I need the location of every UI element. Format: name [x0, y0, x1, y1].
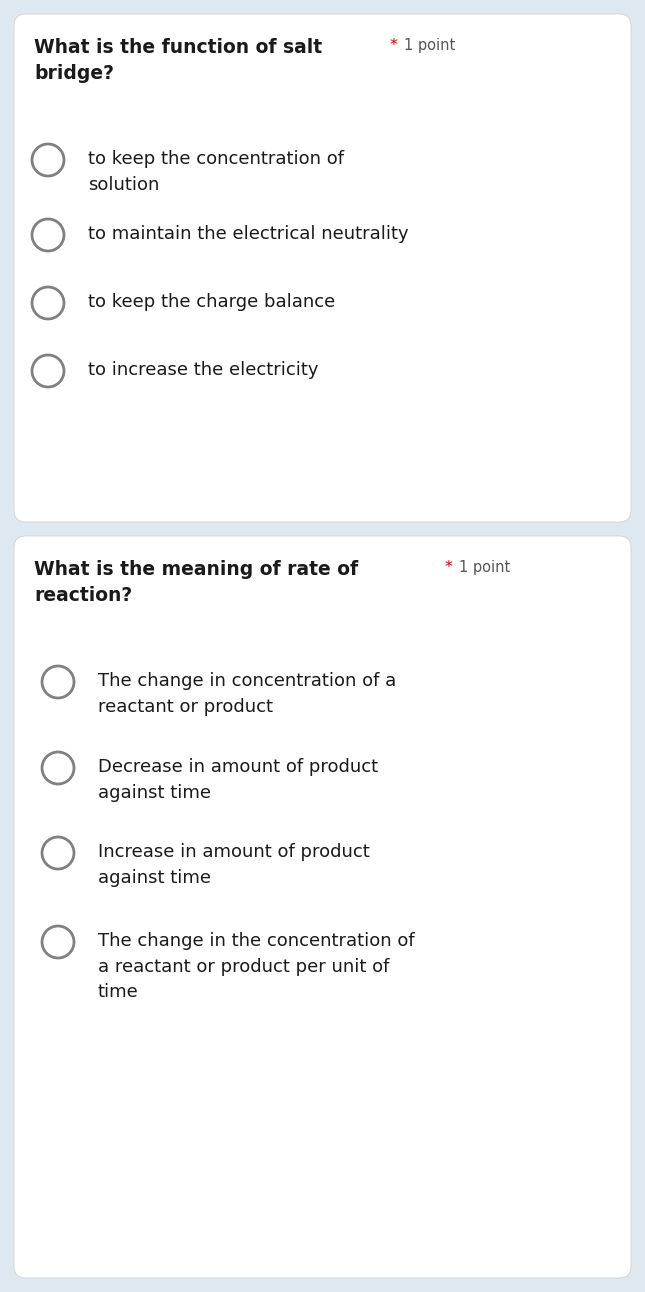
Text: reaction?: reaction? — [34, 587, 132, 605]
FancyBboxPatch shape — [14, 14, 631, 522]
Text: bridge?: bridge? — [34, 65, 114, 83]
Text: The change in the concentration of
a reactant or product per unit of
time: The change in the concentration of a rea… — [98, 932, 415, 1001]
FancyBboxPatch shape — [14, 536, 631, 1278]
Text: to keep the concentration of
solution: to keep the concentration of solution — [88, 150, 344, 194]
Text: to maintain the electrical neutrality: to maintain the electrical neutrality — [88, 225, 409, 243]
Text: 1 point: 1 point — [404, 37, 455, 53]
Text: What is the function of salt: What is the function of salt — [34, 37, 322, 57]
Text: to keep the charge balance: to keep the charge balance — [88, 293, 335, 311]
Text: *: * — [445, 559, 453, 575]
Text: 1 point: 1 point — [459, 559, 510, 575]
Text: Increase in amount of product
against time: Increase in amount of product against ti… — [98, 842, 370, 886]
Text: What is the meaning of rate of: What is the meaning of rate of — [34, 559, 358, 579]
Text: The change in concentration of a
reactant or product: The change in concentration of a reactan… — [98, 672, 396, 716]
Text: to increase the electricity: to increase the electricity — [88, 360, 319, 379]
Text: Decrease in amount of product
against time: Decrease in amount of product against ti… — [98, 758, 378, 802]
Text: *: * — [390, 37, 398, 53]
